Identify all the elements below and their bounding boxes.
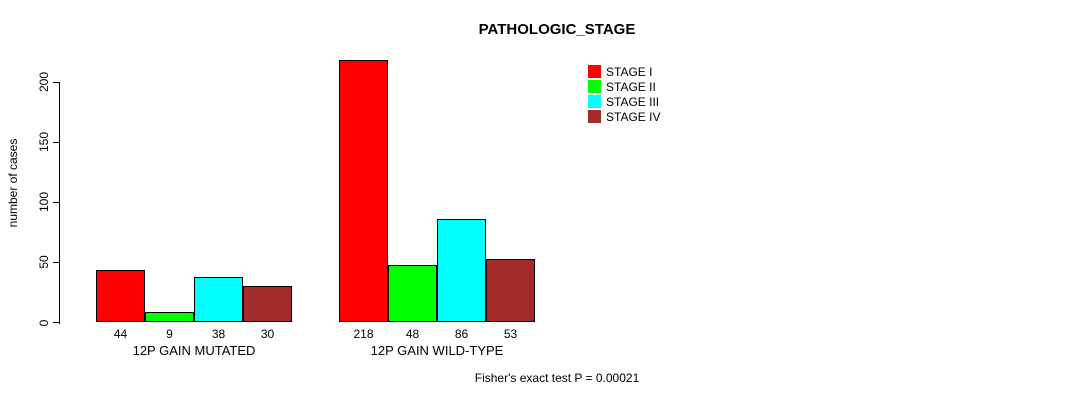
chart-title: PATHOLOGIC_STAGE <box>478 21 636 38</box>
legend-label: STAGE I <box>606 64 653 79</box>
bar-value-label: 44 <box>113 327 128 341</box>
y-axis-tick <box>53 322 59 323</box>
bar-stage-i <box>96 269 145 323</box>
bar-value-label: 38 <box>211 327 226 341</box>
legend-swatch <box>588 110 601 123</box>
bar-value-label: 218 <box>353 327 374 341</box>
y-axis-tick <box>53 81 59 83</box>
legend-item: STAGE II <box>588 79 660 94</box>
legend-item: STAGE I <box>588 64 660 79</box>
bar-value-label: 9 <box>166 327 173 341</box>
x-axis-group-label: 12P GAIN MUTATED <box>132 343 256 358</box>
legend-label: STAGE III <box>606 94 660 109</box>
bar-value-label: 30 <box>260 327 275 341</box>
bar-stage-ii <box>145 311 194 323</box>
y-axis-tick-label: 100 <box>37 192 51 213</box>
y-axis-tick <box>53 201 59 203</box>
bar-value-label: 53 <box>503 327 518 341</box>
bar-stage-iii <box>437 219 486 323</box>
legend-label: STAGE II <box>606 79 656 94</box>
y-axis-tick <box>53 141 59 143</box>
legend-swatch <box>588 65 601 78</box>
bar-stage-iv <box>486 258 535 323</box>
bar-stage-ii <box>388 264 437 323</box>
bar-value-label: 48 <box>405 327 420 341</box>
legend-swatch <box>588 80 601 93</box>
legend-label: STAGE IV <box>606 109 661 124</box>
y-axis-tick-label: 50 <box>37 255 51 270</box>
fisher-test-annotation: Fisher's exact test P = 0.00021 <box>474 371 640 385</box>
legend-item: STAGE IV <box>588 109 660 124</box>
y-axis-label: number of cases <box>6 138 20 228</box>
bar-value-label: 86 <box>454 327 469 341</box>
y-axis-tick-label: 200 <box>37 71 51 93</box>
y-axis-tick <box>53 261 59 263</box>
x-axis-group-label: 12P GAIN WILD-TYPE <box>370 343 504 358</box>
bar-stage-i <box>339 60 388 323</box>
y-axis-tick-label: 0 <box>37 319 51 326</box>
y-axis-line <box>59 82 60 324</box>
legend-swatch <box>588 95 601 108</box>
legend-item: STAGE III <box>588 94 660 109</box>
y-axis-tick-label: 150 <box>37 132 51 153</box>
bar-stage-iii <box>194 276 243 323</box>
bar-stage-iv <box>243 286 292 323</box>
legend: STAGE I STAGE II STAGE III STAGE IV <box>588 64 660 124</box>
